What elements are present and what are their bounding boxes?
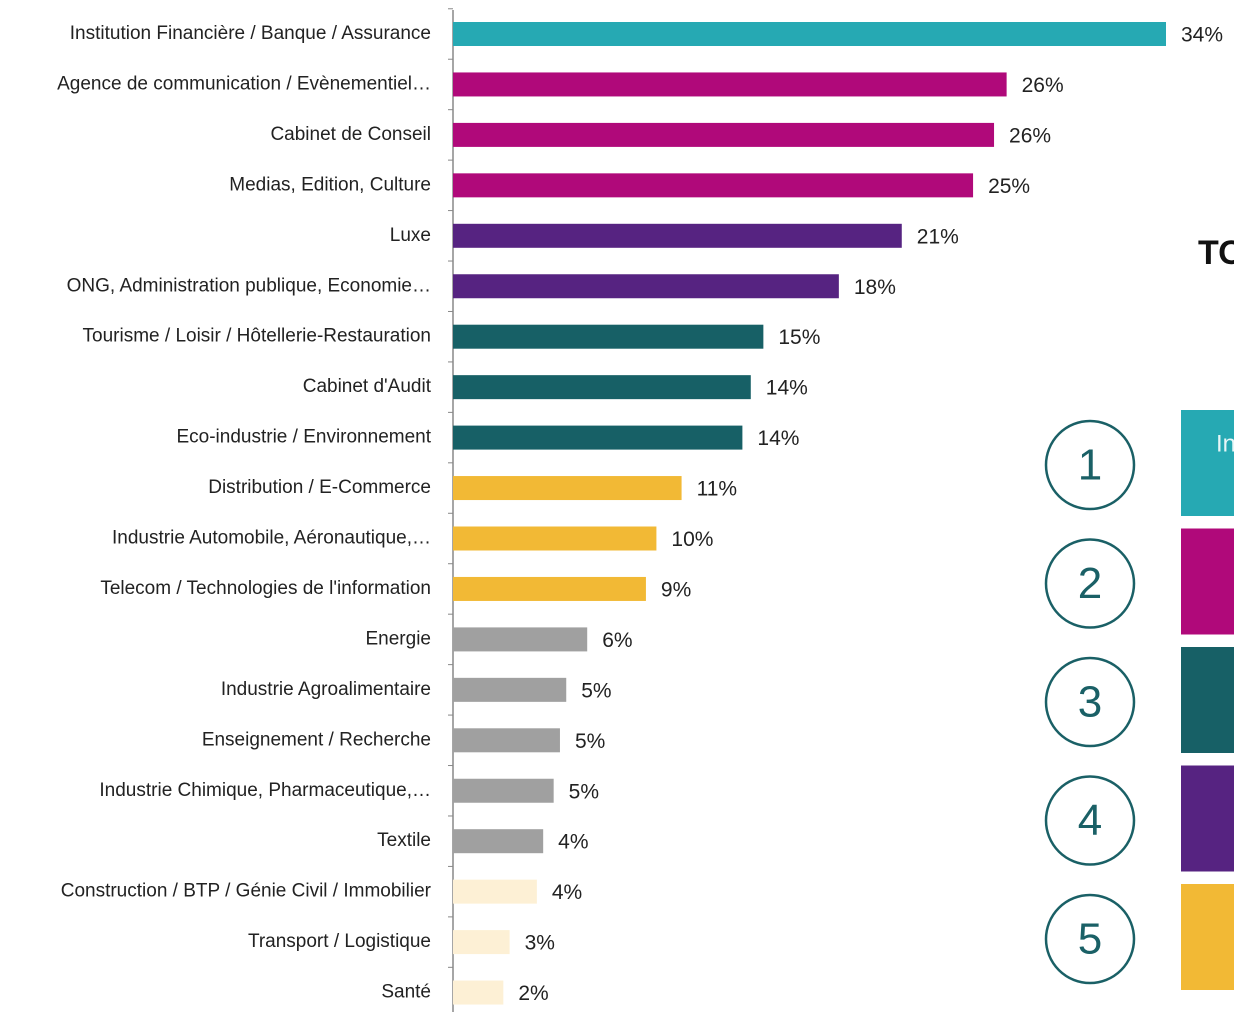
bar	[453, 627, 588, 652]
value-label: 6%	[602, 629, 632, 652]
bar	[453, 122, 995, 147]
value-label: 4%	[552, 881, 582, 904]
bar	[453, 576, 646, 601]
category-label: Transport / Logistique	[248, 931, 431, 952]
category-label: Distribution / E-Commerce	[208, 477, 431, 498]
bar	[453, 375, 751, 400]
value-label: 26%	[1009, 124, 1051, 147]
category-label: Industrie Agroalimentaire	[221, 679, 431, 700]
category-label: Santé	[381, 982, 431, 1003]
category-label: Telecom / Technologies de l'information	[100, 578, 431, 599]
category-label: Cabinet de Conseil	[270, 124, 431, 145]
sector-box	[1181, 647, 1234, 753]
category-label: Eco-industrie / Environnement	[176, 427, 431, 448]
category-label: Enseignement / Recherche	[202, 729, 431, 750]
value-label: 21%	[917, 225, 959, 248]
value-label: 26%	[1022, 74, 1064, 97]
bar	[453, 980, 504, 1005]
rank-circle	[1044, 656, 1136, 748]
bar	[453, 22, 1166, 46]
value-label: 25%	[988, 175, 1030, 198]
category-label: Textile	[377, 830, 431, 851]
value-label: 2%	[518, 982, 548, 1005]
category-label: ONG, Administration publique, Economie…	[67, 275, 431, 296]
sector-box	[1181, 765, 1234, 872]
value-label: 5%	[581, 679, 611, 702]
value-label: 11%	[697, 478, 737, 501]
value-label: 10%	[671, 528, 713, 551]
category-label: Medias, Edition, Culture	[229, 174, 431, 195]
value-label: 34%	[1181, 24, 1223, 47]
sector-box	[1181, 410, 1234, 516]
bar	[453, 879, 537, 904]
category-label: Institution Financière / Banque / Assura…	[70, 23, 431, 44]
rank-number: 2	[1078, 559, 1102, 608]
rank-number: 3	[1078, 678, 1102, 727]
rank-number: 4	[1078, 796, 1102, 845]
category-label: Cabinet d'Audit	[303, 376, 432, 397]
value-label: 18%	[854, 276, 896, 299]
category-label: Agence de communication / Evènementiel…	[57, 73, 431, 94]
value-label: 14%	[766, 377, 808, 400]
bar	[453, 677, 567, 702]
rank-circle	[1044, 893, 1136, 985]
bar	[453, 778, 554, 803]
category-label: Energie	[366, 628, 432, 649]
value-label: 9%	[661, 578, 691, 601]
rank-circle	[1044, 538, 1136, 629]
value-label: 4%	[558, 831, 588, 854]
bar	[453, 173, 974, 198]
sector-box	[1181, 528, 1234, 635]
value-label: 14%	[757, 427, 799, 450]
category-label: Industrie Chimique, Pharmaceutique,…	[99, 780, 431, 801]
category-label: Construction / BTP / Génie Civil / Immob…	[61, 881, 432, 902]
value-label: 5%	[569, 780, 599, 803]
bar	[453, 728, 560, 753]
rank-number: 5	[1078, 915, 1102, 964]
bar	[453, 72, 1007, 97]
value-label: 3%	[525, 932, 555, 955]
value-label: 15%	[778, 326, 820, 349]
bar	[453, 274, 839, 299]
bar	[453, 930, 510, 955]
bar	[453, 829, 544, 854]
bar	[453, 223, 902, 248]
sector-label: In	[1216, 430, 1234, 457]
rank-circle	[1044, 775, 1136, 866]
panel-title: TO	[1198, 234, 1234, 272]
category-label: Tourisme / Loisir / Hôtellerie-Restaurat…	[83, 326, 431, 347]
rank-number: 1	[1078, 441, 1102, 490]
bar	[453, 324, 764, 349]
bar	[453, 526, 657, 551]
category-label: Industrie Automobile, Aéronautique,…	[112, 528, 431, 549]
sector-box	[1181, 884, 1234, 990]
bar	[453, 425, 743, 450]
category-label: Luxe	[390, 225, 431, 246]
value-label: 5%	[575, 730, 605, 753]
bar	[453, 476, 682, 501]
rank-circle	[1044, 419, 1136, 511]
